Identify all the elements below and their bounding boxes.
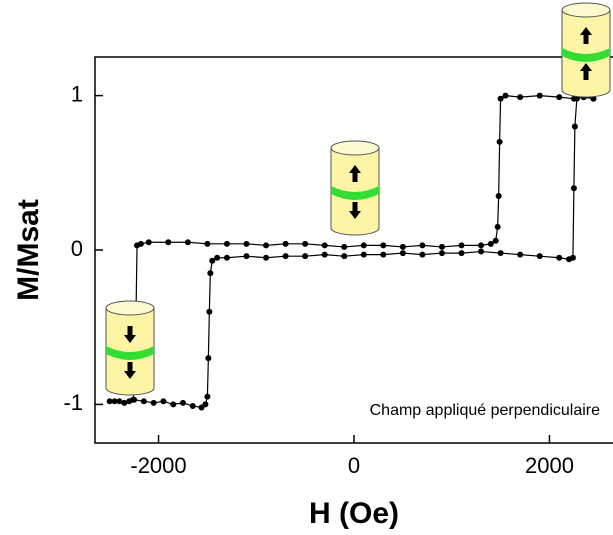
data-point [202,401,209,408]
data-point [487,240,494,247]
data-point [341,243,348,250]
x-tick-label: 2000 [525,453,574,478]
y-tick-label: -1 [63,390,83,415]
data-point [571,123,578,130]
data-point [458,242,465,249]
data-point [517,251,524,258]
data-point [134,242,141,249]
data-point [569,254,576,261]
data-point [179,399,186,406]
data-point [438,243,445,250]
data-point [517,94,524,101]
cylinder-icon-up [561,2,611,98]
data-point [204,240,211,247]
data-point [116,398,123,405]
data-point [106,398,113,405]
data-point [419,251,426,258]
data-point [497,95,504,102]
data-point [302,253,309,260]
data-point [160,398,167,405]
data-point [497,250,504,257]
data-point [496,138,503,145]
data-point [214,254,221,261]
y-tick-label: 0 [71,236,83,261]
data-point [205,355,212,362]
data-point [321,251,328,258]
data-point [419,242,426,249]
data-point [458,250,465,257]
data-point [478,248,485,255]
data-point [209,257,216,264]
data-point [243,253,250,260]
y-axis-title: M/Msat [12,199,45,301]
data-point [399,250,406,257]
data-point [206,308,213,315]
data-point [556,254,563,261]
cylinder-icon-down [105,300,155,396]
data-point [263,242,270,249]
data-point [570,185,577,192]
cylinder-icon-mixed [330,140,380,236]
data-point [223,254,230,261]
data-point [189,402,196,409]
data-point [495,192,502,199]
data-point [360,251,367,258]
data-point [243,240,250,247]
x-tick-label: -2000 [130,453,186,478]
data-point [399,243,406,250]
data-point [321,242,328,249]
data-point [380,251,387,258]
data-point [184,239,191,246]
x-axis-title: H (Oe) [309,497,399,530]
annotation: Champ appliqué perpendiculaire [370,402,600,419]
data-point [556,94,563,101]
data-point [140,398,147,405]
data-point [380,242,387,249]
data-point [341,253,348,260]
data-point [536,92,543,99]
data-point [165,239,172,246]
data-point [223,240,230,247]
data-point [492,237,499,244]
data-point [207,270,214,277]
data-point [302,240,309,247]
data-point [145,239,152,246]
data-point [126,398,133,405]
data-point [478,242,485,249]
y-tick-label: 1 [71,81,83,106]
data-point [282,253,289,260]
data-point [360,242,367,249]
data-point [170,401,177,408]
data-point [570,95,577,102]
data-point [502,92,509,99]
plot-marks [106,92,597,411]
data-point [150,399,157,406]
plot-frame [94,56,613,444]
data-point [282,240,289,247]
data-point [494,223,501,230]
data-point [536,253,543,260]
data-point [438,250,445,257]
data-point [263,254,270,261]
x-tick-label: 0 [348,453,360,478]
data-point [204,393,211,400]
